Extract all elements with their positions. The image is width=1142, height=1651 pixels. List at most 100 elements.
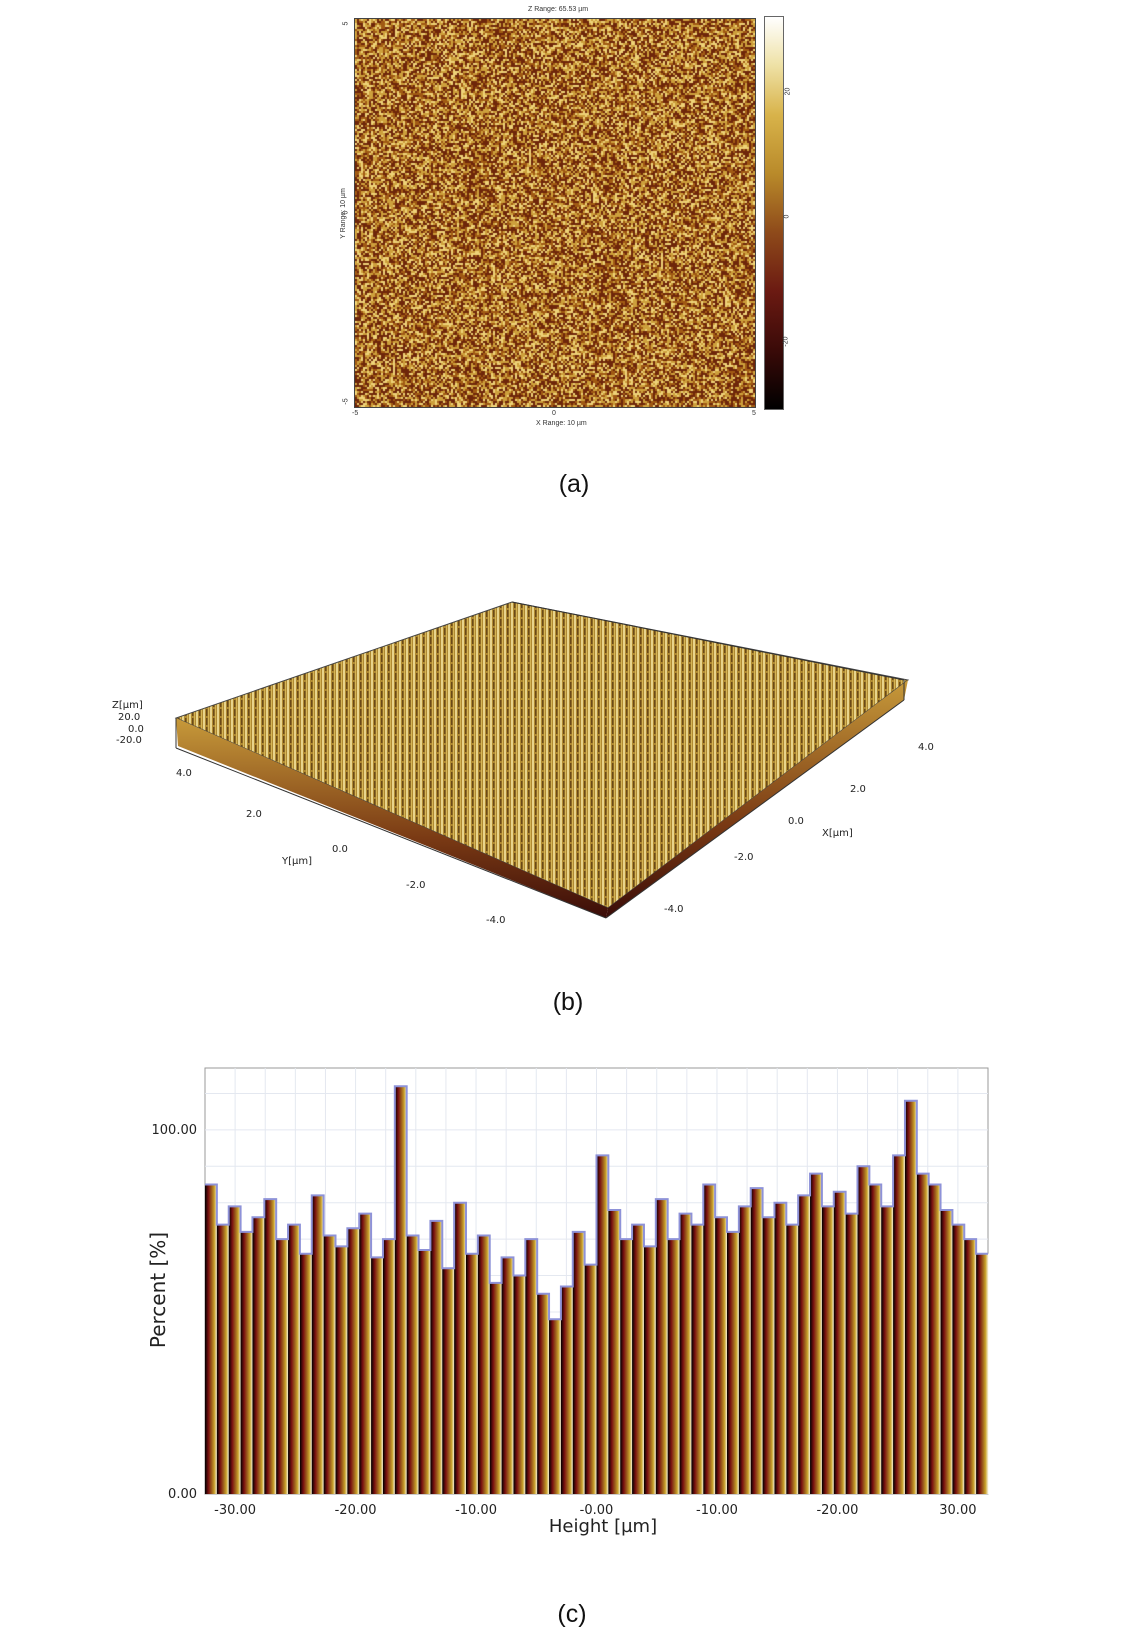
x-tick-label: -30.00 — [214, 1503, 256, 1518]
histogram-bar — [489, 1282, 503, 1494]
x3d-tick-2: 2.0 — [850, 784, 866, 795]
histogram-bar — [264, 1199, 277, 1494]
histogram-bar — [964, 1239, 977, 1494]
panel-label-b: (b) — [552, 988, 584, 1016]
histogram-bar — [454, 1202, 467, 1494]
x-axis-title: Height [µm] — [549, 1516, 657, 1537]
y-tick-label: 100.00 — [152, 1123, 198, 1138]
histogram-bar — [703, 1184, 716, 1494]
colorbar-tick-0: 0 — [783, 214, 791, 219]
z-tick-neg20: -20.0 — [116, 735, 142, 746]
histogram-bar — [276, 1239, 289, 1494]
histogram-bar — [881, 1206, 894, 1494]
histogram-bar — [347, 1228, 360, 1494]
histogram-bar — [513, 1275, 526, 1494]
histogram-bar — [525, 1239, 538, 1494]
x3d-axis-title: X[µm] — [822, 828, 853, 839]
histogram-bar — [691, 1224, 704, 1494]
histogram-bar — [845, 1213, 859, 1494]
histogram-bar — [857, 1166, 870, 1494]
histogram-bar — [466, 1253, 479, 1494]
histogram-bar — [311, 1195, 325, 1494]
x3d-tick-4: 4.0 — [918, 742, 934, 753]
y3d-tick-neg4: -4.0 — [486, 915, 506, 926]
histogram-bar — [904, 1100, 918, 1494]
histogram-bar — [679, 1213, 693, 1494]
histogram-bar — [382, 1239, 396, 1494]
histogram-bar — [288, 1224, 301, 1494]
z-tick-0: 0.0 — [128, 724, 144, 735]
histogram-bars — [205, 1086, 989, 1494]
histogram-bar — [418, 1250, 432, 1494]
x-range-label: X Range: 10 µm — [536, 420, 587, 427]
histogram-bar — [643, 1246, 657, 1494]
x3d-tick-neg2: -2.0 — [734, 852, 754, 863]
y3d-tick-4: 4.0 — [176, 768, 192, 779]
histogram-bar — [952, 1224, 965, 1494]
histogram-bar — [774, 1202, 787, 1494]
panel-label-c: (c) — [557, 1600, 587, 1628]
z-tick-20: 20.0 — [118, 712, 140, 723]
histogram-bar — [632, 1224, 645, 1494]
histogram-bar — [549, 1319, 562, 1494]
histogram-bar — [584, 1264, 598, 1494]
histogram-bar — [430, 1220, 443, 1494]
surface-front-left — [176, 718, 608, 918]
x-tick-label: -20.00 — [335, 1503, 377, 1518]
histogram-bar — [371, 1257, 384, 1494]
histogram-bar — [798, 1195, 811, 1494]
x-tick-label: -10.00 — [455, 1503, 497, 1518]
x-tick-right: 5 — [752, 410, 756, 417]
y-tick-bottom: -5 — [342, 398, 350, 405]
histogram-bar — [477, 1235, 491, 1494]
histogram-bar — [738, 1206, 752, 1494]
y3d-axis-title: Y[µm] — [281, 856, 312, 867]
histogram-bar — [750, 1188, 764, 1494]
histogram-bar — [940, 1210, 954, 1494]
colorbar — [764, 16, 784, 410]
x-tick-label: -20.00 — [816, 1503, 858, 1518]
histogram-bar — [252, 1217, 265, 1494]
y-tick-label: 0.00 — [168, 1487, 197, 1502]
histogram-bar — [655, 1199, 669, 1494]
histogram-bar — [406, 1235, 420, 1494]
histogram-outline — [205, 1085, 988, 1321]
colorbar-tick-20: 20 — [784, 87, 792, 96]
x-tick-label: -10.00 — [696, 1503, 738, 1518]
histogram-bar — [596, 1155, 609, 1494]
histogram-bar — [228, 1206, 242, 1494]
panel-label-a: (a) — [558, 470, 590, 498]
histogram-bar — [715, 1217, 728, 1494]
surface-front-right — [606, 680, 908, 918]
y-range-label: Y Range: 10 µm — [339, 188, 347, 239]
histogram-bar — [205, 1184, 218, 1494]
histogram-bar — [869, 1184, 882, 1494]
afm-height-image — [354, 18, 756, 408]
histogram-bar — [335, 1246, 348, 1494]
y-axis-title: Percent [%] — [146, 1232, 170, 1348]
histogram-bar — [216, 1224, 230, 1494]
histogram-bar — [537, 1293, 550, 1494]
histogram-bar — [560, 1286, 574, 1494]
histogram-bar — [299, 1253, 313, 1494]
histogram-bar — [501, 1257, 515, 1494]
histogram-bar — [786, 1224, 799, 1494]
colorbar-tick-neg20: -20 — [782, 336, 790, 347]
y3d-tick-neg2: -2.0 — [406, 880, 426, 891]
y-tick-labels: 0.00 100.00 — [152, 1123, 198, 1502]
x-tick-mid: 0 — [552, 410, 556, 417]
x-tick-left: -5 — [352, 410, 359, 417]
histogram-bar — [893, 1155, 906, 1494]
x-tick-label: -0.00 — [580, 1503, 614, 1518]
x-tick-label: 30.00 — [939, 1503, 976, 1518]
histogram-bar — [928, 1184, 942, 1494]
histogram-bar — [240, 1231, 254, 1494]
histogram-bar — [442, 1268, 455, 1494]
height-histogram: 0.00 100.00 -30.00 -20.00 -10.00 -0.00 -10.00… — [146, 1067, 989, 1537]
histogram-bar — [359, 1213, 372, 1494]
histogram-bar — [916, 1173, 930, 1494]
histogram-bar — [833, 1191, 847, 1494]
y-tick-top: 5 — [342, 21, 350, 26]
x3d-tick-0: 0.0 — [788, 816, 804, 827]
y3d-tick-0: 0.0 — [332, 844, 348, 855]
